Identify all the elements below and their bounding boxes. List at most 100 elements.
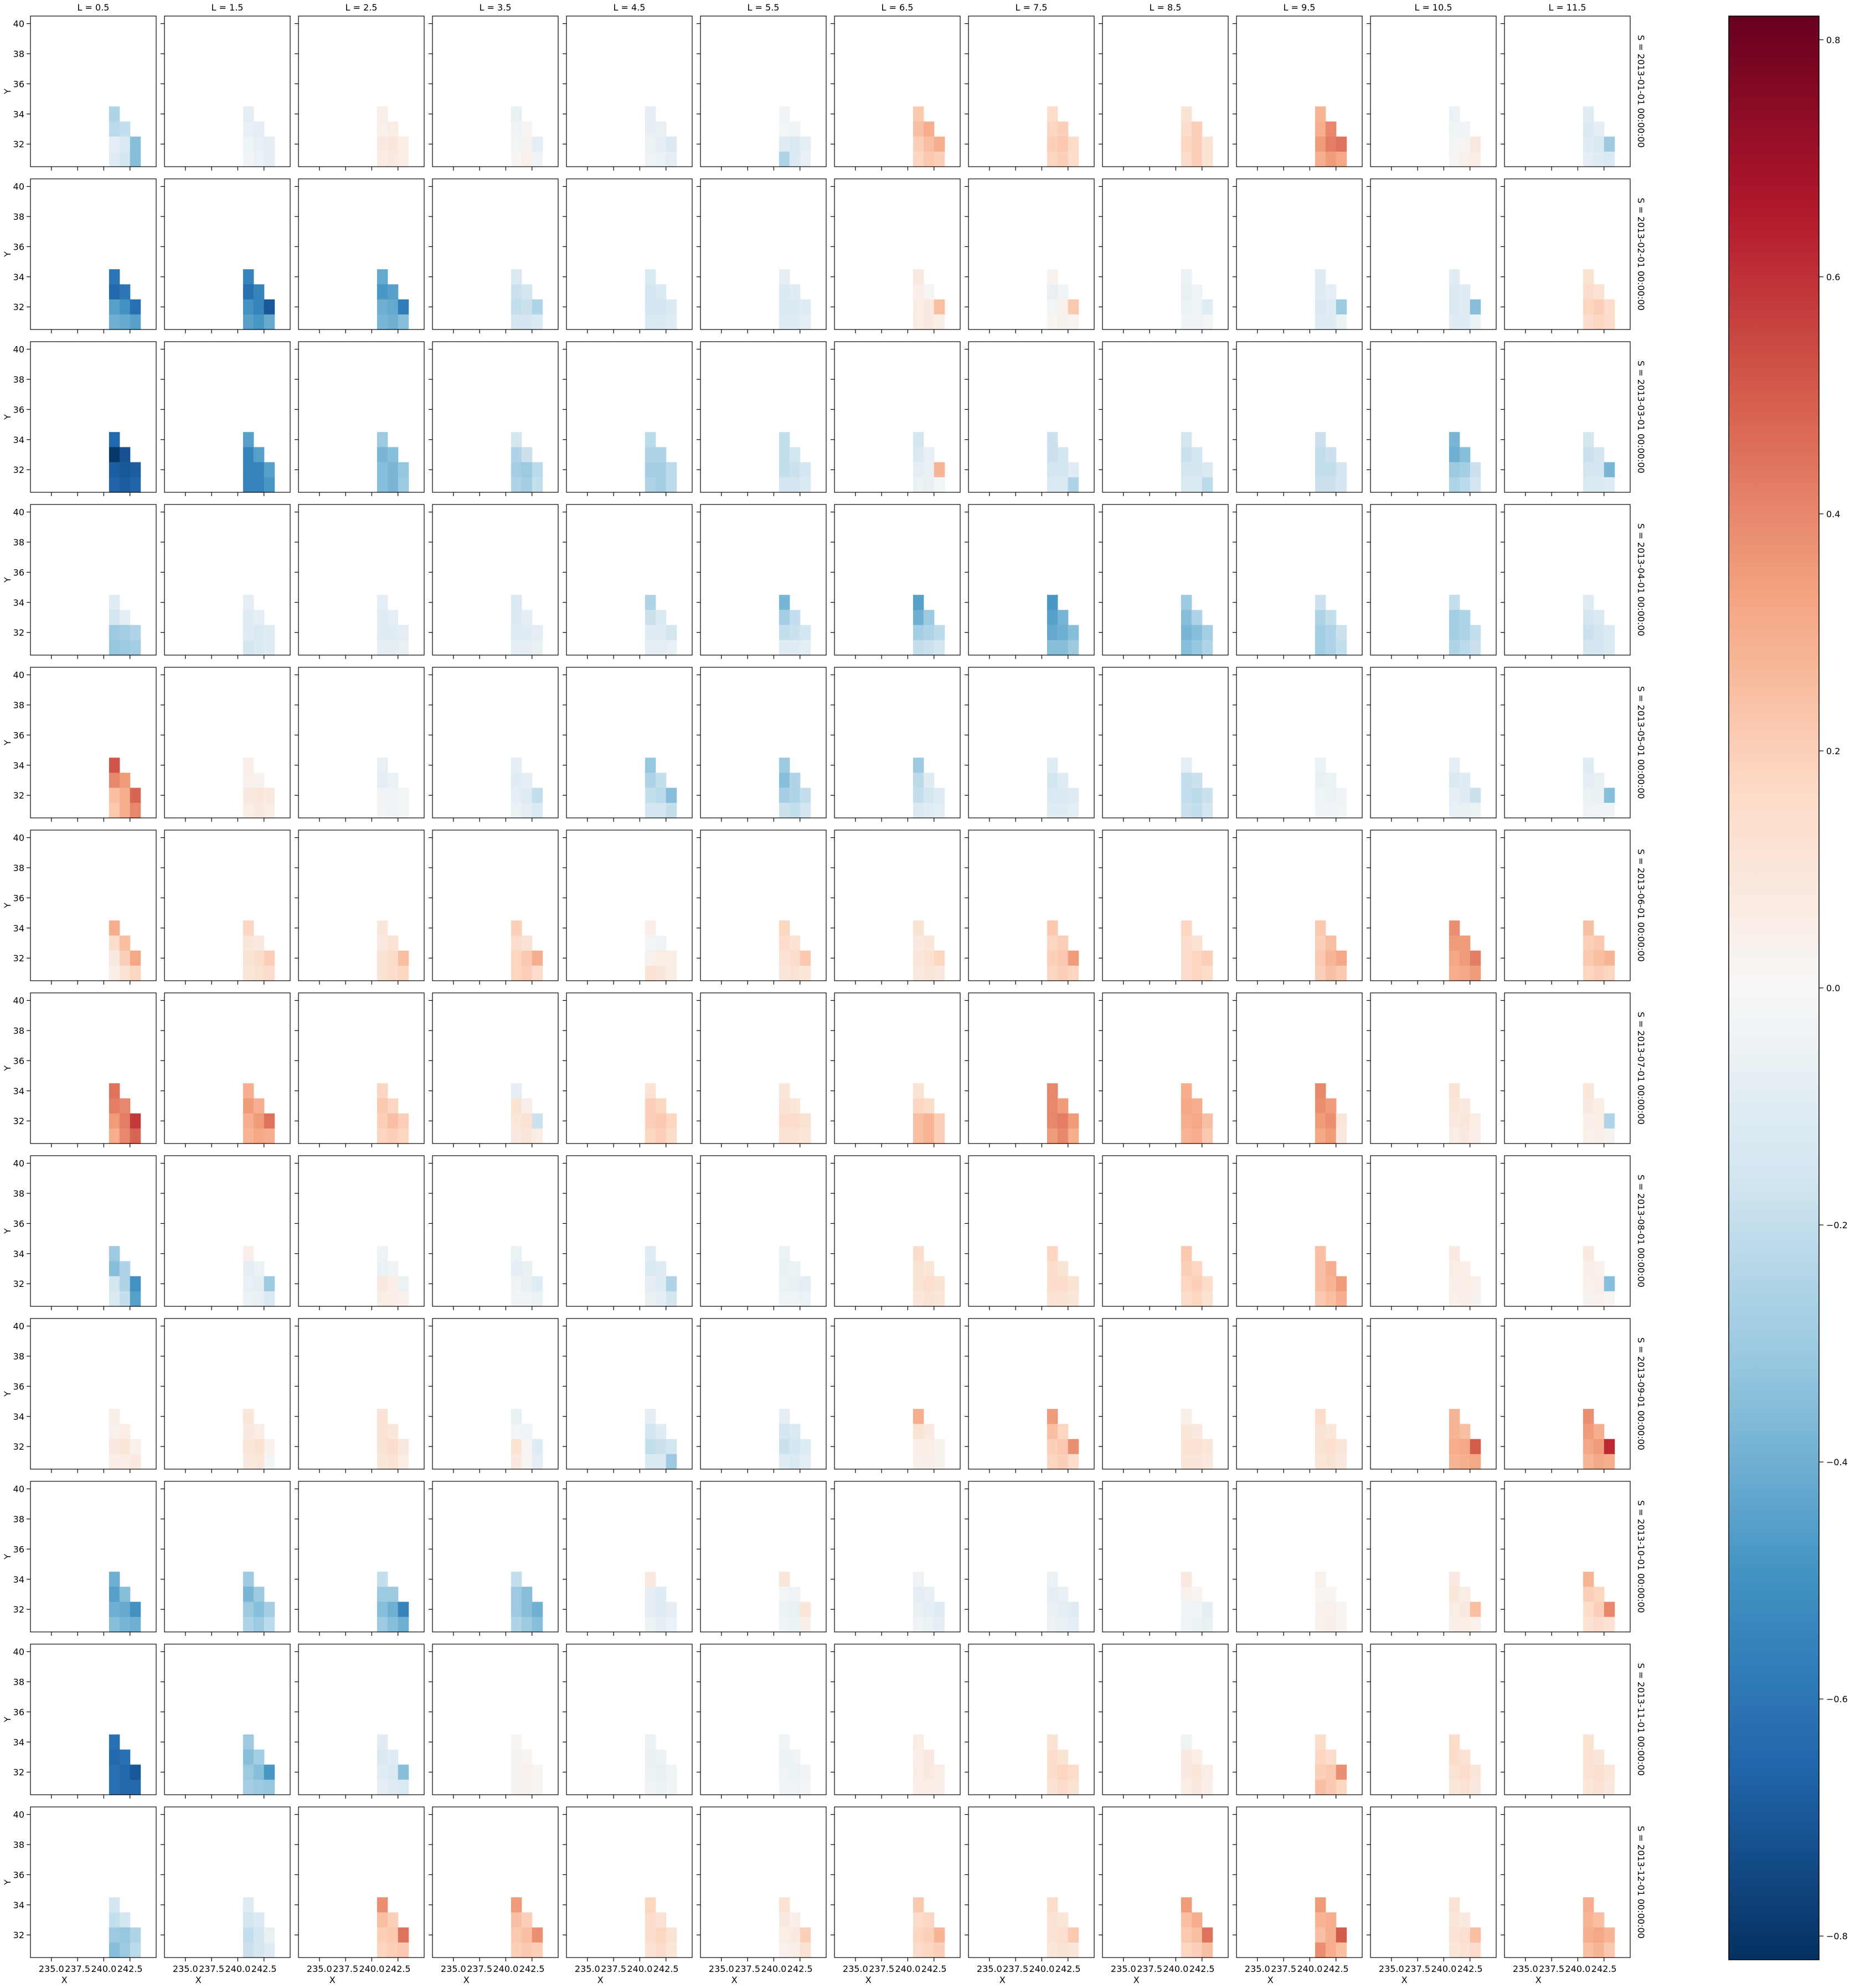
heatmap-cell xyxy=(789,299,801,315)
heatmap-cell xyxy=(377,1942,388,1958)
heatmap-cell xyxy=(130,1616,141,1632)
heatmap-cell xyxy=(800,1942,811,1958)
heatmap-cell xyxy=(1604,802,1615,818)
heatmap-cell xyxy=(130,151,141,167)
heatmap-cell xyxy=(532,1454,543,1470)
heatmap-cell xyxy=(511,1734,522,1750)
heatmap-cell xyxy=(1583,314,1594,330)
heatmap-cell xyxy=(779,284,790,300)
heatmap-cell xyxy=(377,314,388,330)
heatmap-cell xyxy=(1057,284,1069,300)
heatmap-cell xyxy=(1181,432,1192,447)
heatmap-cell xyxy=(779,447,790,463)
heatmap-cell xyxy=(1191,1601,1203,1618)
heatmap-cell xyxy=(666,625,677,641)
heatmap-cell xyxy=(1181,314,1192,330)
heatmap-cell xyxy=(800,1601,811,1618)
heatmap-cell xyxy=(521,1454,533,1470)
y-tick-label: 38 xyxy=(13,1677,24,1687)
heatmap-cell xyxy=(1191,1942,1203,1958)
heatmap-cell xyxy=(387,151,399,167)
heatmap-cell xyxy=(1315,1128,1326,1144)
panel-frame xyxy=(700,1644,827,1795)
heatmap-cell xyxy=(119,1291,131,1307)
heatmap-cell xyxy=(1315,151,1326,167)
heatmap-cell xyxy=(253,1261,265,1277)
heatmap-cell xyxy=(377,625,388,641)
heatmap-cell xyxy=(377,1409,388,1424)
heatmap-cell xyxy=(913,1098,924,1114)
heatmap-cell xyxy=(1593,772,1605,789)
y-tick-label: 32 xyxy=(13,139,24,150)
heatmap-cell xyxy=(923,950,935,966)
panel-frame xyxy=(1236,830,1363,981)
heatmap-cell xyxy=(1459,1424,1471,1440)
heatmap-cell xyxy=(645,1749,656,1765)
heatmap-cell xyxy=(666,462,677,478)
heatmap-cell xyxy=(1315,314,1326,330)
heatmap-cell xyxy=(511,950,522,966)
heatmap-cell xyxy=(1202,1276,1213,1292)
heatmap-cell xyxy=(779,151,790,167)
y-tick-label: 36 xyxy=(13,1707,24,1717)
heatmap-cell xyxy=(1068,625,1079,641)
heatmap-cell xyxy=(1604,1454,1615,1470)
heatmap-cell xyxy=(779,1587,790,1603)
panel-frame xyxy=(164,341,291,493)
heatmap-cell xyxy=(387,314,399,330)
heatmap-cell xyxy=(1047,1246,1058,1261)
heatmap-cell xyxy=(130,1291,141,1307)
heatmap-cell xyxy=(913,299,924,315)
heatmap-cell xyxy=(1315,447,1326,463)
heatmap-cell xyxy=(1202,299,1213,315)
facet-panel: 235.0 237.5 240.0 242.5X xyxy=(831,1806,961,1985)
heatmap-cell xyxy=(913,787,924,804)
facet-panel xyxy=(161,1155,291,1310)
heatmap-cell xyxy=(913,625,924,641)
heatmap-cell xyxy=(253,1601,265,1618)
heatmap-cell xyxy=(779,1454,790,1470)
heatmap-cell xyxy=(779,1128,790,1144)
heatmap-cell xyxy=(511,447,522,463)
heatmap-cell xyxy=(130,477,141,493)
column-facet-title: L = 8.5 xyxy=(1150,2,1182,13)
heatmap-cell xyxy=(1181,1749,1192,1765)
heatmap-cell xyxy=(1459,477,1471,493)
heatmap-cell xyxy=(264,1276,275,1292)
heatmap-cell xyxy=(1449,269,1460,285)
panel-frame xyxy=(968,1155,1095,1307)
heatmap-cell xyxy=(1315,625,1326,641)
heatmap-cell xyxy=(387,802,399,818)
heatmap-cell xyxy=(1593,1261,1605,1277)
heatmap-cell xyxy=(1047,299,1058,315)
heatmap-cell xyxy=(1068,1779,1079,1795)
heatmap-cell xyxy=(119,640,131,656)
x-tick-label: 237.5 xyxy=(1405,1964,1430,1974)
heatmap-cell xyxy=(645,802,656,818)
heatmap-cell xyxy=(1315,758,1326,773)
heatmap-cell xyxy=(243,595,254,610)
heatmap-cell xyxy=(1583,1927,1594,1943)
heatmap-cell xyxy=(387,1764,399,1780)
heatmap-cell xyxy=(109,1572,120,1587)
heatmap-cell xyxy=(1583,920,1594,936)
heatmap-cell xyxy=(800,1113,811,1129)
heatmap-cell xyxy=(109,432,120,447)
heatmap-cell xyxy=(1604,1764,1615,1780)
facet-panel xyxy=(965,667,1095,822)
heatmap-cell xyxy=(243,802,254,818)
heatmap-cell xyxy=(1325,610,1337,626)
heatmap-cell xyxy=(398,640,409,656)
heatmap-cell xyxy=(1604,477,1615,493)
heatmap-cell xyxy=(1315,1749,1326,1765)
heatmap-cell xyxy=(913,1409,924,1424)
heatmap-cell xyxy=(109,1439,120,1455)
facet-panel xyxy=(1233,1644,1363,1799)
heatmap-cell xyxy=(387,1098,399,1114)
heatmap-cell xyxy=(1202,950,1213,966)
panel-frame xyxy=(700,504,827,656)
heatmap-cell xyxy=(1593,1779,1605,1795)
heatmap-cell xyxy=(1470,1439,1481,1455)
heatmap-cell xyxy=(800,151,811,167)
heatmap-cell xyxy=(789,1454,801,1470)
